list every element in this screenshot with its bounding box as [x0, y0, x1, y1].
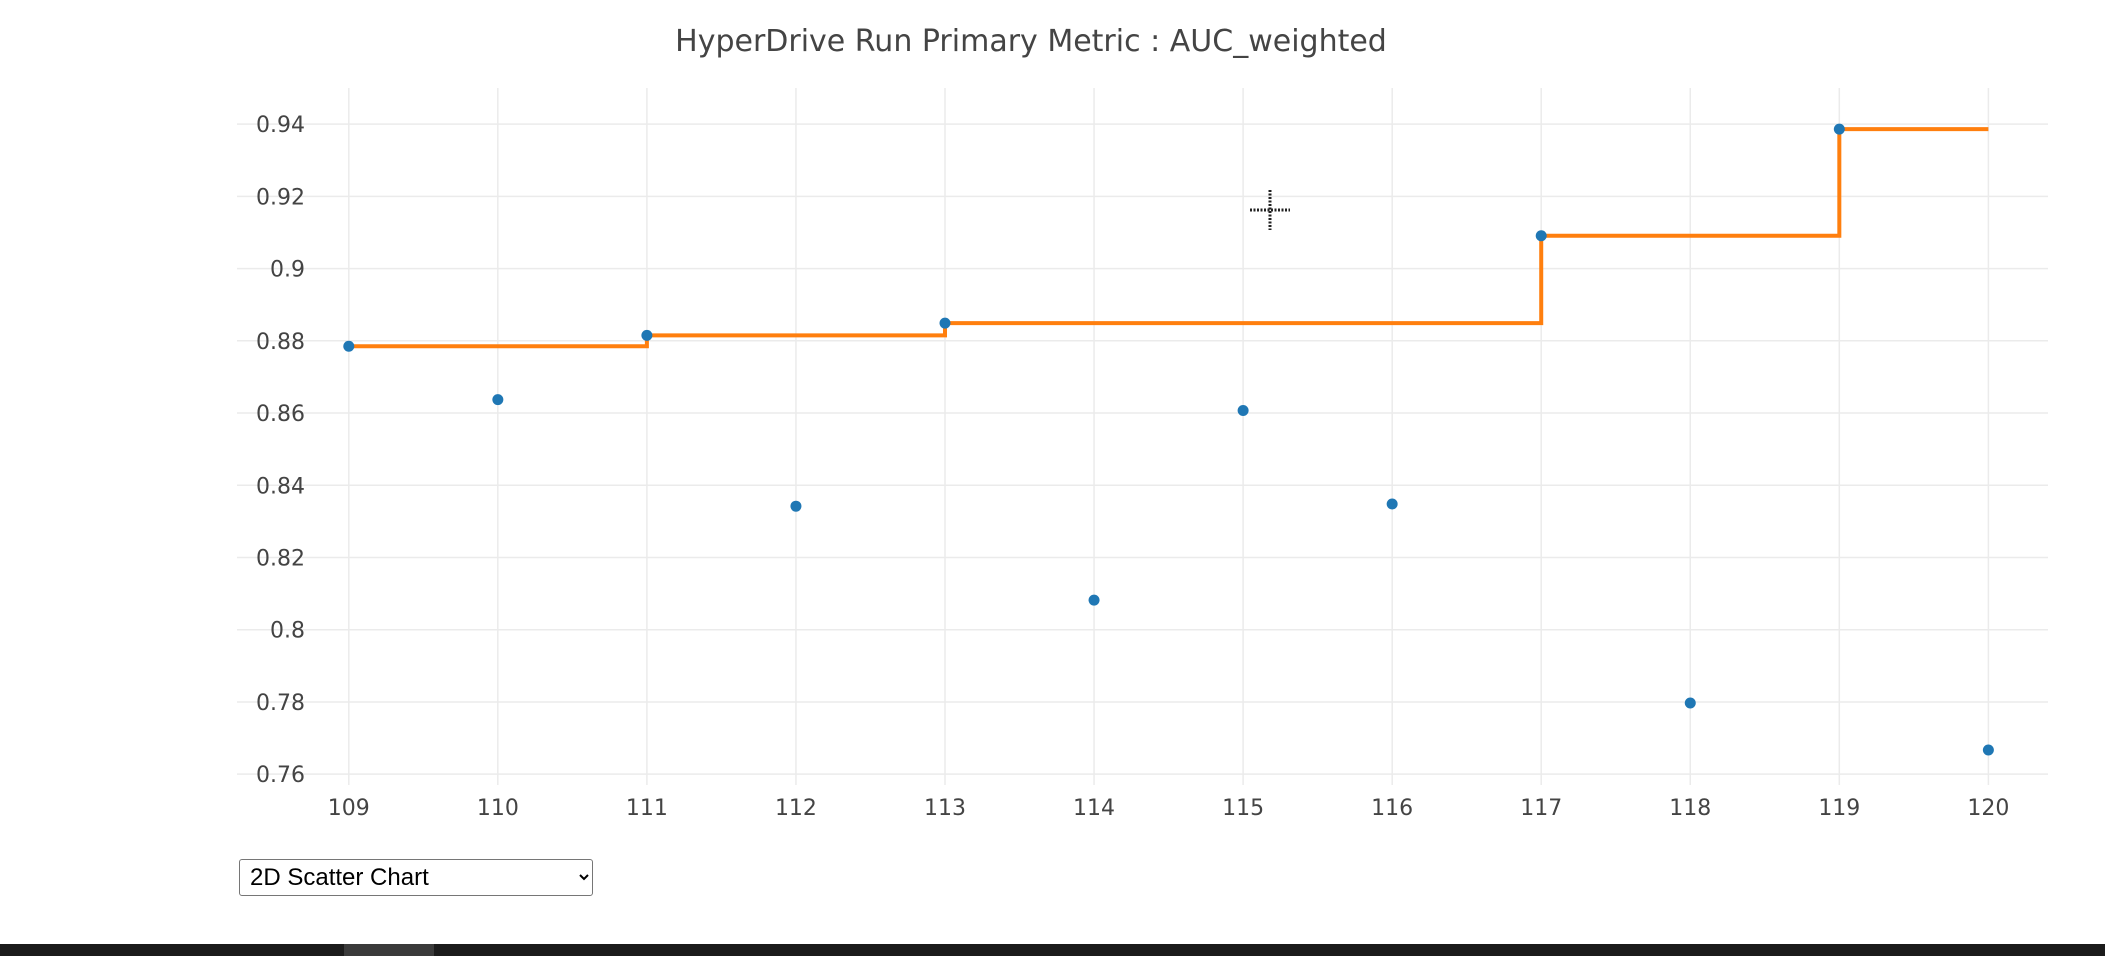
- x-tick-label: 109: [328, 796, 370, 821]
- run-point: [1386, 498, 1398, 510]
- x-tick-label: 114: [1073, 796, 1115, 821]
- taskbar-active-tab[interactable]: [344, 944, 434, 956]
- x-tick-label: 112: [775, 796, 817, 821]
- run-points-layer: [343, 123, 1994, 756]
- chart-svg: HyperDrive Run Primary Metric : AUC_weig…: [237, 24, 2048, 821]
- run-point: [343, 340, 355, 352]
- x-tick-label: 116: [1371, 796, 1413, 821]
- x-tick-label: 118: [1669, 796, 1711, 821]
- run-point: [790, 500, 802, 512]
- y-tick-label: 0.86: [256, 402, 305, 427]
- run-point: [641, 329, 653, 341]
- chart-title: HyperDrive Run Primary Metric : AUC_weig…: [675, 24, 1387, 59]
- run-point: [1088, 594, 1100, 606]
- x-tick-label: 111: [626, 796, 668, 821]
- run-point: [1833, 123, 1845, 135]
- run-point: [939, 317, 951, 329]
- run-point: [1982, 744, 1994, 756]
- x-tick-label: 110: [477, 796, 519, 821]
- x-tick-label: 120: [1967, 796, 2009, 821]
- run-point: [1684, 697, 1696, 709]
- x-tick-label: 115: [1222, 796, 1264, 821]
- chart-container: HyperDrive Run Primary Metric : AUC_weig…: [237, 24, 2048, 821]
- y-tick-label: 0.88: [256, 330, 305, 355]
- y-tick-label: 0.94: [256, 113, 305, 138]
- run-point: [492, 394, 504, 406]
- x-tick-label: 119: [1818, 796, 1860, 821]
- y-tick-label: 0.78: [256, 691, 305, 716]
- x-tick-label: 117: [1520, 796, 1562, 821]
- y-tick-label: 0.8: [270, 619, 305, 644]
- y-tick-label: 0.84: [256, 474, 305, 499]
- y-tick-label: 0.82: [256, 546, 305, 571]
- run-point: [1237, 404, 1249, 416]
- y-tick-label: 0.92: [256, 185, 305, 210]
- y-tick-label: 0.76: [256, 763, 305, 788]
- best-metric-step-line: [348, 127, 1989, 349]
- axes: 0.76 0.78 0.8 0.82 0.84 0.86 0.88 0.9 0.92 0.94 10…: [256, 113, 2009, 821]
- chart-type-select[interactable]: 2D Scatter Chart: [239, 859, 593, 896]
- grid: [237, 88, 2048, 785]
- y-tick-label: 0.9: [270, 258, 305, 283]
- run-point: [1535, 230, 1547, 242]
- x-tick-label: 113: [924, 796, 966, 821]
- best-metric-step-line-layer: [348, 127, 1989, 349]
- bottom-taskbar: [0, 944, 2105, 956]
